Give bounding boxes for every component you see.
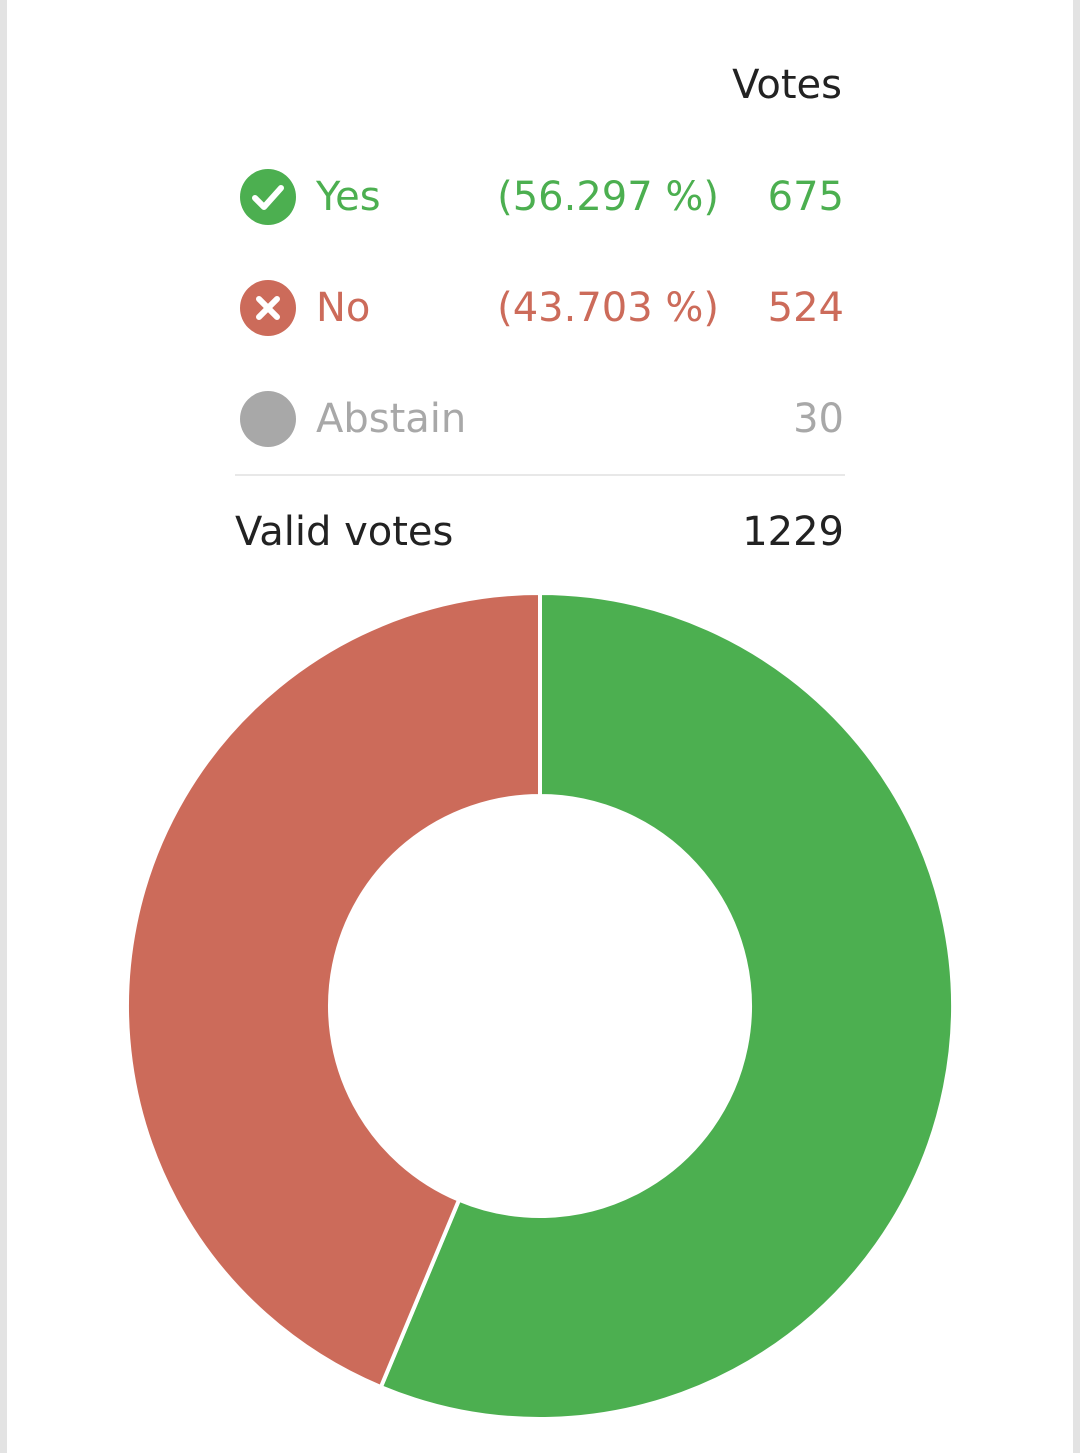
valid-votes-count: 1229 [742,509,844,555]
valid-votes-row: Valid votes 1229 [235,502,844,562]
result-label-yes: Yes [316,174,381,220]
donut-slice-no[interactable] [125,590,542,1390]
close-icon [240,280,296,336]
result-percent-yes: (56.297 %) [497,174,719,220]
result-row-abstain: Abstain 30 [238,389,844,449]
result-count-abstain: 30 [793,396,844,442]
result-row-no: No (43.703 %) 524 [238,278,844,338]
circle-icon [240,391,296,447]
results-divider [235,474,845,476]
votes-column-header: Votes [732,62,842,108]
check-icon [240,169,296,225]
right-frame-border [1073,0,1080,1453]
result-label-abstain: Abstain [316,396,467,442]
result-label-no: No [316,285,371,331]
result-count-yes: 675 [767,174,844,220]
donut-slice-yes[interactable] [378,590,955,1421]
left-frame-border [0,0,7,1453]
result-percent-no: (43.703 %) [497,285,719,331]
result-count-no: 524 [767,285,844,331]
result-row-yes: Yes (56.297 %) 675 [238,167,844,227]
valid-votes-label: Valid votes [235,509,454,555]
